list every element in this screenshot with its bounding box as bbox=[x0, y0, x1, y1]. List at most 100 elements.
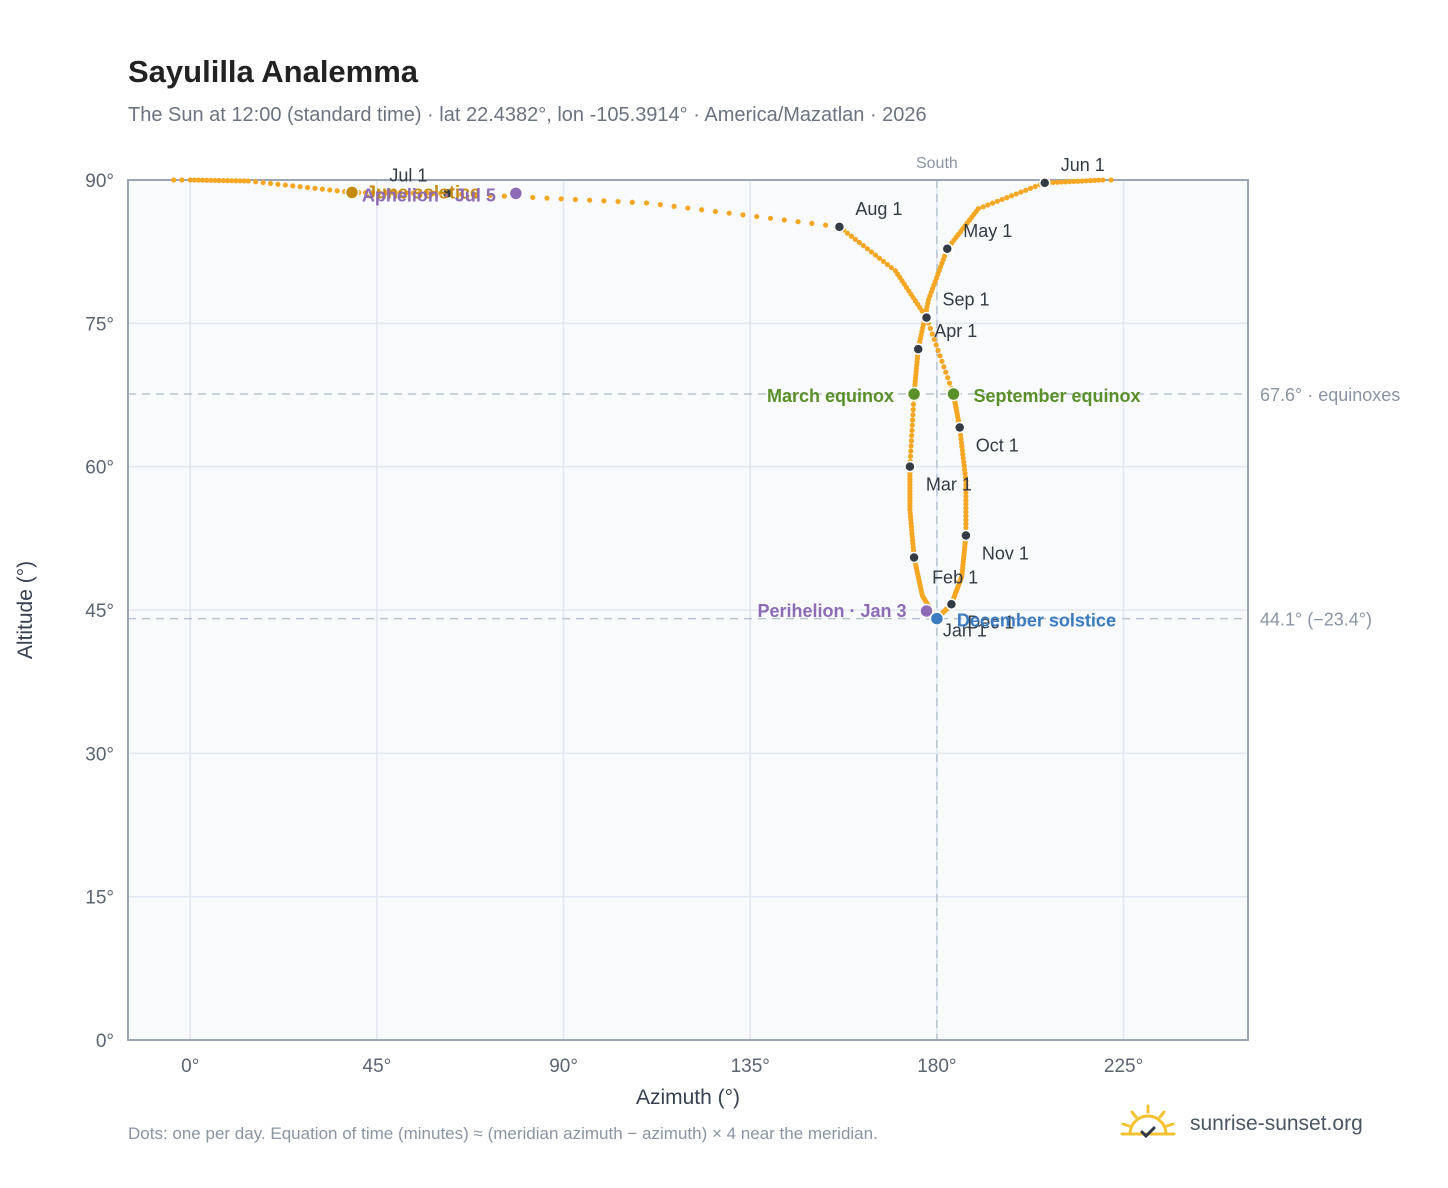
day-dot bbox=[767, 215, 774, 221]
day-dot bbox=[260, 179, 266, 186]
y-tick-label: 30° bbox=[85, 744, 114, 765]
day-dot bbox=[712, 208, 719, 215]
day-dot bbox=[671, 203, 677, 209]
day-dot bbox=[910, 401, 917, 408]
month-marker bbox=[953, 421, 966, 434]
day-dot bbox=[187, 177, 193, 183]
day-dot bbox=[809, 220, 815, 227]
day-dot bbox=[1087, 178, 1093, 184]
day-dot bbox=[958, 436, 964, 442]
x-tick-label: 135° bbox=[731, 1056, 770, 1077]
day-dot bbox=[754, 213, 760, 220]
day-dot bbox=[233, 178, 239, 184]
day-dot bbox=[390, 190, 396, 196]
y-tick-label: 15° bbox=[85, 888, 114, 909]
event-label: Aphelion · Jul 5 bbox=[362, 185, 496, 205]
day-dot bbox=[1091, 177, 1098, 184]
day-dot bbox=[963, 517, 969, 523]
day-dot bbox=[601, 198, 607, 204]
day-dot bbox=[530, 194, 536, 201]
brand-name: sunrise-sunset.org bbox=[1190, 1112, 1363, 1135]
brand[interactable]: sunrise-sunset.org bbox=[1120, 1100, 1363, 1148]
day-dot bbox=[1058, 179, 1064, 185]
day-dot bbox=[958, 440, 965, 446]
day-dot bbox=[963, 501, 969, 507]
day-dot bbox=[909, 432, 915, 439]
day-dot bbox=[975, 206, 981, 212]
day-dot bbox=[1054, 179, 1060, 185]
day-dot bbox=[844, 230, 851, 236]
event-label: December solstice bbox=[957, 611, 1116, 631]
day-dot bbox=[941, 364, 947, 370]
day-dot bbox=[1013, 191, 1019, 197]
day-dot bbox=[963, 478, 969, 484]
day-dot bbox=[908, 438, 915, 444]
day-dot bbox=[473, 192, 479, 198]
event-marker bbox=[906, 386, 922, 402]
day-dot bbox=[1027, 185, 1034, 191]
day-dot bbox=[959, 444, 965, 450]
y-tick-label: 60° bbox=[85, 458, 114, 479]
month-label: Sep 1 bbox=[943, 290, 990, 310]
day-dot bbox=[699, 207, 705, 213]
day-dot bbox=[961, 459, 967, 465]
day-dot bbox=[685, 205, 691, 211]
month-label: Jun 1 bbox=[1061, 155, 1105, 175]
day-dot bbox=[179, 177, 185, 183]
day-dot bbox=[963, 486, 969, 492]
day-dot bbox=[1004, 195, 1010, 201]
day-dot bbox=[241, 178, 247, 184]
month-label: Jan 1 bbox=[943, 621, 987, 641]
day-dot bbox=[267, 180, 274, 187]
month-marker bbox=[941, 243, 954, 255]
day-dot bbox=[1067, 179, 1073, 185]
day-dot bbox=[962, 470, 968, 476]
day-dot bbox=[319, 186, 325, 192]
day-dot bbox=[999, 196, 1005, 203]
day-dot bbox=[501, 193, 507, 199]
day-dot bbox=[253, 179, 259, 185]
day-dot bbox=[910, 407, 916, 413]
month-marker bbox=[920, 311, 933, 324]
day-dot bbox=[945, 375, 951, 381]
day-dot bbox=[544, 195, 550, 201]
y-tick-label: 75° bbox=[85, 314, 114, 335]
chart-title: Sayulilla Analemma bbox=[128, 54, 419, 89]
day-dot bbox=[171, 177, 177, 183]
day-dot bbox=[781, 217, 787, 223]
day-dot bbox=[876, 255, 883, 261]
day-dot bbox=[963, 493, 969, 500]
day-dot bbox=[864, 246, 871, 252]
day-dot bbox=[212, 177, 218, 184]
day-dot bbox=[643, 200, 650, 206]
day-dot bbox=[558, 196, 564, 202]
day-dot bbox=[929, 331, 935, 337]
day-dot bbox=[216, 177, 222, 184]
month-label: Oct 1 bbox=[976, 435, 1019, 455]
day-dot bbox=[431, 190, 437, 196]
day-dot bbox=[376, 190, 382, 196]
event-label: Perihelion · Jan 3 bbox=[757, 601, 906, 621]
day-dot bbox=[410, 190, 416, 196]
event-marker bbox=[344, 185, 360, 200]
day-dot bbox=[740, 212, 746, 218]
day-dot bbox=[297, 184, 303, 190]
month-label: Feb 1 bbox=[932, 567, 978, 587]
day-dot bbox=[629, 199, 635, 205]
event-marker bbox=[919, 603, 934, 619]
day-dot bbox=[327, 187, 333, 193]
reference-line-label: 44.1° (−23.4°) bbox=[1260, 610, 1372, 630]
day-dot bbox=[907, 453, 914, 459]
day-dot bbox=[795, 219, 801, 225]
month-label: May 1 bbox=[963, 221, 1012, 241]
event-label: June solstice bbox=[366, 182, 480, 202]
month-marker bbox=[441, 187, 454, 200]
day-dot bbox=[868, 249, 875, 255]
day-dot bbox=[960, 451, 966, 457]
day-dot bbox=[884, 261, 891, 268]
day-dot bbox=[726, 210, 732, 216]
day-dot bbox=[963, 521, 969, 527]
day-dot bbox=[383, 190, 389, 196]
day-dot bbox=[1071, 178, 1077, 185]
